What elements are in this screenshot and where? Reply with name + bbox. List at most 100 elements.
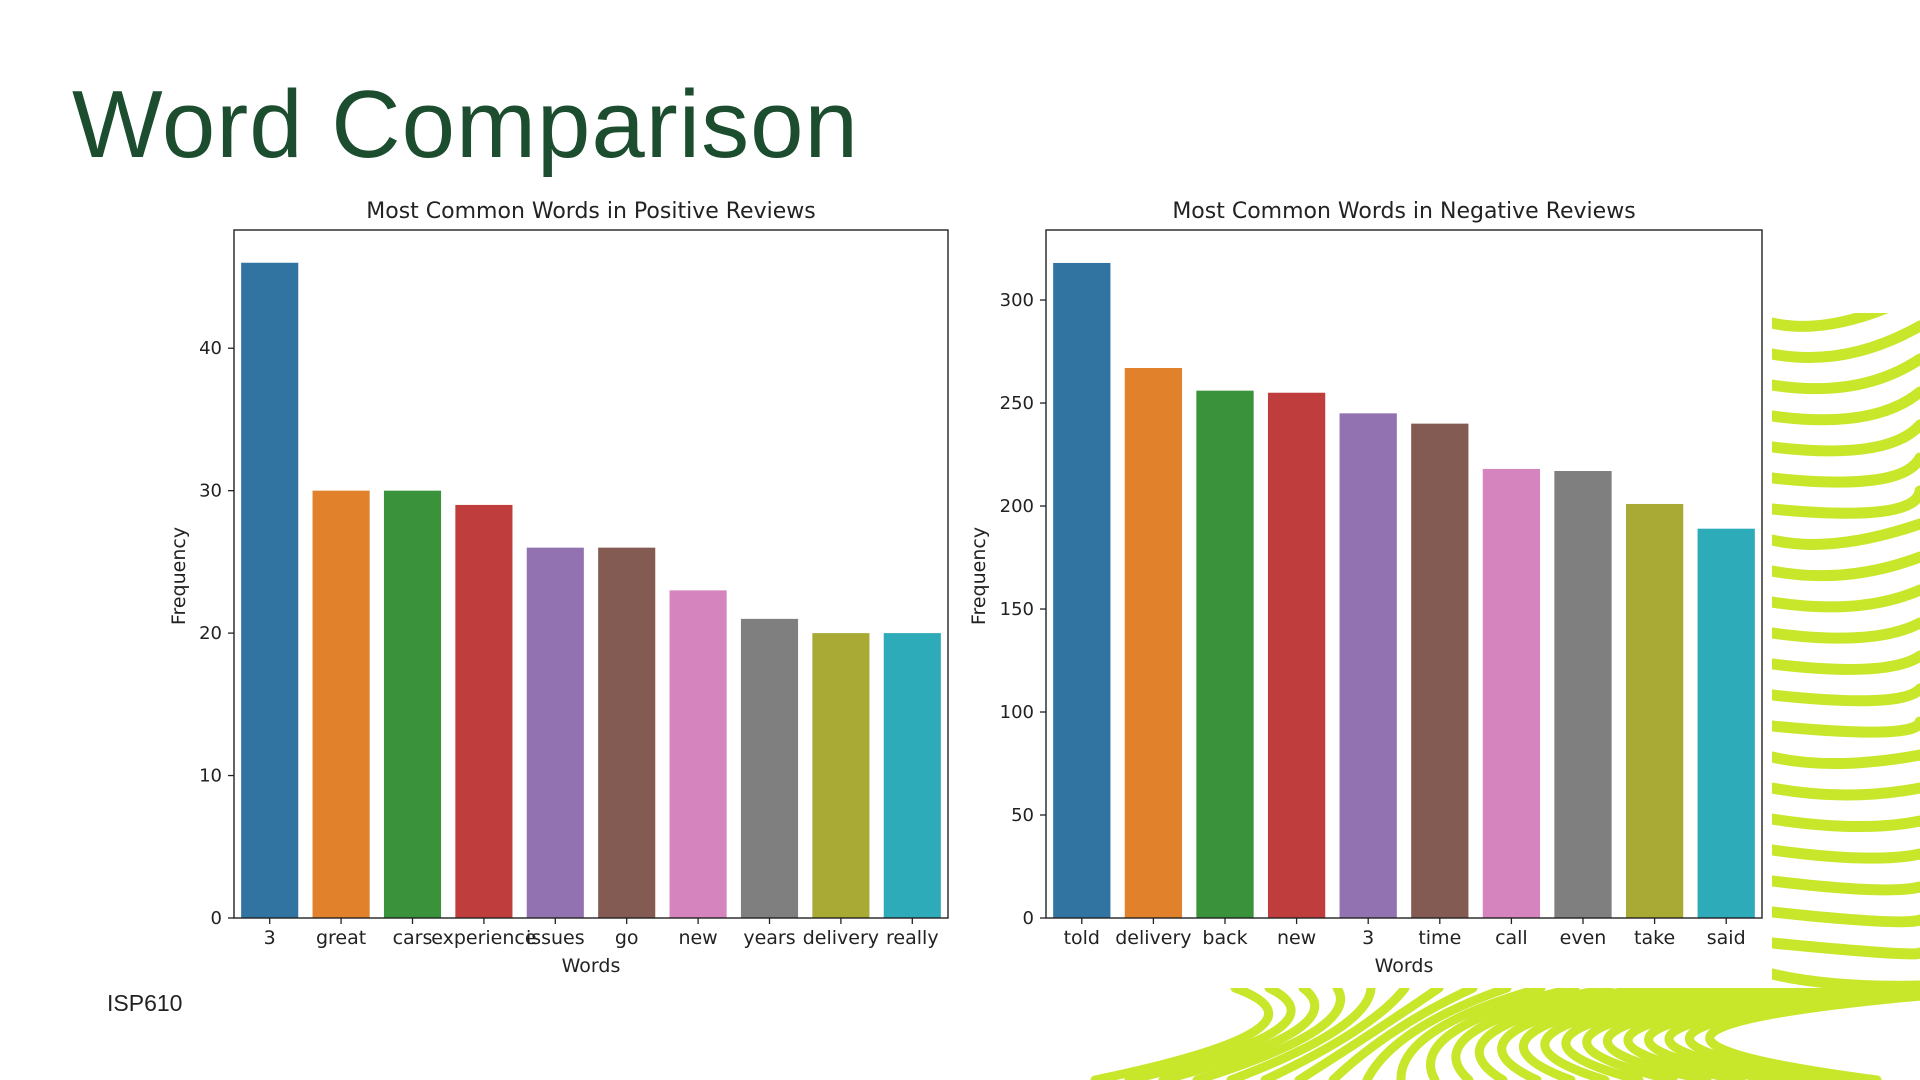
stripe bbox=[1260, 988, 1410, 1080]
x-tick-label: time bbox=[1418, 927, 1461, 949]
stripe bbox=[1090, 988, 1273, 1080]
stripe bbox=[1294, 988, 1444, 1080]
bar-really bbox=[883, 633, 941, 918]
stripe bbox=[1772, 313, 1889, 332]
stripe bbox=[1772, 551, 1920, 582]
x-tick-label: really bbox=[886, 927, 939, 949]
bar-call bbox=[1482, 468, 1541, 918]
stripe bbox=[1451, 988, 1614, 1080]
stripe bbox=[1772, 749, 1920, 770]
bar-new bbox=[1267, 392, 1326, 918]
x-tick-label: back bbox=[1202, 927, 1247, 949]
chart-title: Most Common Words in Positive Reviews bbox=[366, 199, 815, 224]
stripe bbox=[1772, 584, 1920, 613]
x-tick-label: call bbox=[1495, 927, 1528, 949]
plot-frame bbox=[233, 229, 949, 919]
y-tick-label: 0 bbox=[1023, 908, 1034, 929]
bar-back bbox=[1196, 390, 1254, 918]
stripe bbox=[1705, 991, 1920, 1080]
x-tick-label: 3 bbox=[1362, 927, 1374, 949]
bar-time bbox=[1411, 423, 1469, 918]
x-tick-label: new bbox=[1277, 927, 1316, 949]
x-tick-label: take bbox=[1634, 927, 1675, 949]
bar-issues bbox=[526, 547, 584, 918]
stripe bbox=[1519, 988, 1716, 1080]
stripe bbox=[1158, 988, 1320, 1080]
stripe bbox=[1772, 353, 1920, 395]
y-tick-label: 40 bbox=[199, 338, 222, 359]
y-tick-label: 250 bbox=[1000, 393, 1034, 414]
y-tick-label: 100 bbox=[1000, 702, 1034, 723]
y-tick-label: 0 bbox=[211, 908, 222, 929]
stripe bbox=[1772, 419, 1920, 457]
y-tick-label: 150 bbox=[1000, 599, 1034, 620]
y-tick-label: 200 bbox=[1000, 496, 1034, 517]
y-tick-label: 50 bbox=[1011, 805, 1034, 826]
x-tick-label: go bbox=[615, 927, 639, 949]
stripe bbox=[1226, 988, 1376, 1080]
stripe bbox=[1772, 906, 1920, 928]
chart-negative-reviews: Most Common Words in Negative Reviews Wo… bbox=[968, 199, 1763, 977]
stripe bbox=[1396, 988, 1546, 1080]
stripe bbox=[1772, 452, 1920, 488]
stripe bbox=[1772, 716, 1920, 738]
y-tick-label: 20 bbox=[199, 623, 222, 644]
bar-great bbox=[312, 490, 370, 918]
stripe bbox=[1426, 988, 1580, 1080]
stripe bbox=[1772, 683, 1920, 707]
y-axis-label: Frequency bbox=[168, 527, 190, 625]
x-axis-label: Words bbox=[1375, 955, 1434, 977]
stripe bbox=[1772, 518, 1920, 550]
slide-title: Word Comparison bbox=[72, 71, 859, 178]
y-tick-label: 300 bbox=[1000, 290, 1034, 311]
bar-delivery bbox=[812, 633, 870, 918]
chart-positive-reviews: Most Common Words in Positive Reviews Wo… bbox=[168, 199, 949, 977]
decorative-stripes-bottom bbox=[1090, 988, 1920, 1080]
x-tick-label: cars bbox=[393, 927, 433, 949]
stripe bbox=[1772, 782, 1920, 801]
bar-delivery bbox=[1124, 368, 1183, 918]
chart-title: Most Common Words in Negative Reviews bbox=[1172, 199, 1635, 224]
x-tick-label: experience bbox=[431, 927, 536, 949]
stripe bbox=[1772, 386, 1920, 426]
bar-years bbox=[740, 618, 799, 918]
stripe bbox=[1497, 988, 1682, 1080]
bar-3 bbox=[1339, 413, 1397, 918]
bar-experience bbox=[455, 504, 513, 918]
x-tick-label: great bbox=[316, 927, 366, 949]
x-tick-label: issues bbox=[526, 927, 585, 949]
stripe bbox=[1362, 988, 1512, 1080]
bar-even bbox=[1554, 471, 1612, 918]
stripe bbox=[1772, 485, 1920, 519]
x-tick-label: even bbox=[1560, 927, 1607, 949]
x-tick-label: told bbox=[1064, 927, 1100, 949]
bar-new bbox=[669, 590, 727, 918]
stripe bbox=[1772, 968, 1920, 992]
y-axis-label: Frequency bbox=[968, 527, 990, 625]
x-axis-label: Words bbox=[562, 955, 621, 977]
stripe bbox=[1772, 844, 1920, 864]
y-tick-label: 10 bbox=[199, 766, 222, 787]
stripe bbox=[1328, 988, 1478, 1080]
decorative-stripes-right bbox=[1772, 313, 1920, 992]
stripe bbox=[1124, 988, 1296, 1080]
x-tick-label: delivery bbox=[803, 927, 879, 949]
stripe bbox=[1772, 617, 1920, 644]
stripe bbox=[1772, 320, 1920, 363]
x-tick-label: years bbox=[743, 927, 795, 949]
x-tick-label: said bbox=[1707, 927, 1746, 949]
footer-course-code: ISP610 bbox=[107, 990, 183, 1016]
bar-said bbox=[1697, 528, 1755, 918]
stripe bbox=[1772, 937, 1920, 960]
stripe bbox=[1772, 650, 1920, 675]
bar-told bbox=[1053, 262, 1111, 918]
bar-take bbox=[1625, 503, 1684, 918]
x-tick-label: delivery bbox=[1115, 927, 1191, 949]
stripe bbox=[1772, 875, 1920, 896]
x-tick-label: new bbox=[678, 927, 717, 949]
bar-go bbox=[598, 547, 656, 918]
stripe bbox=[1474, 988, 1648, 1080]
bar-3 bbox=[241, 262, 299, 918]
x-tick-label: 3 bbox=[264, 927, 276, 949]
